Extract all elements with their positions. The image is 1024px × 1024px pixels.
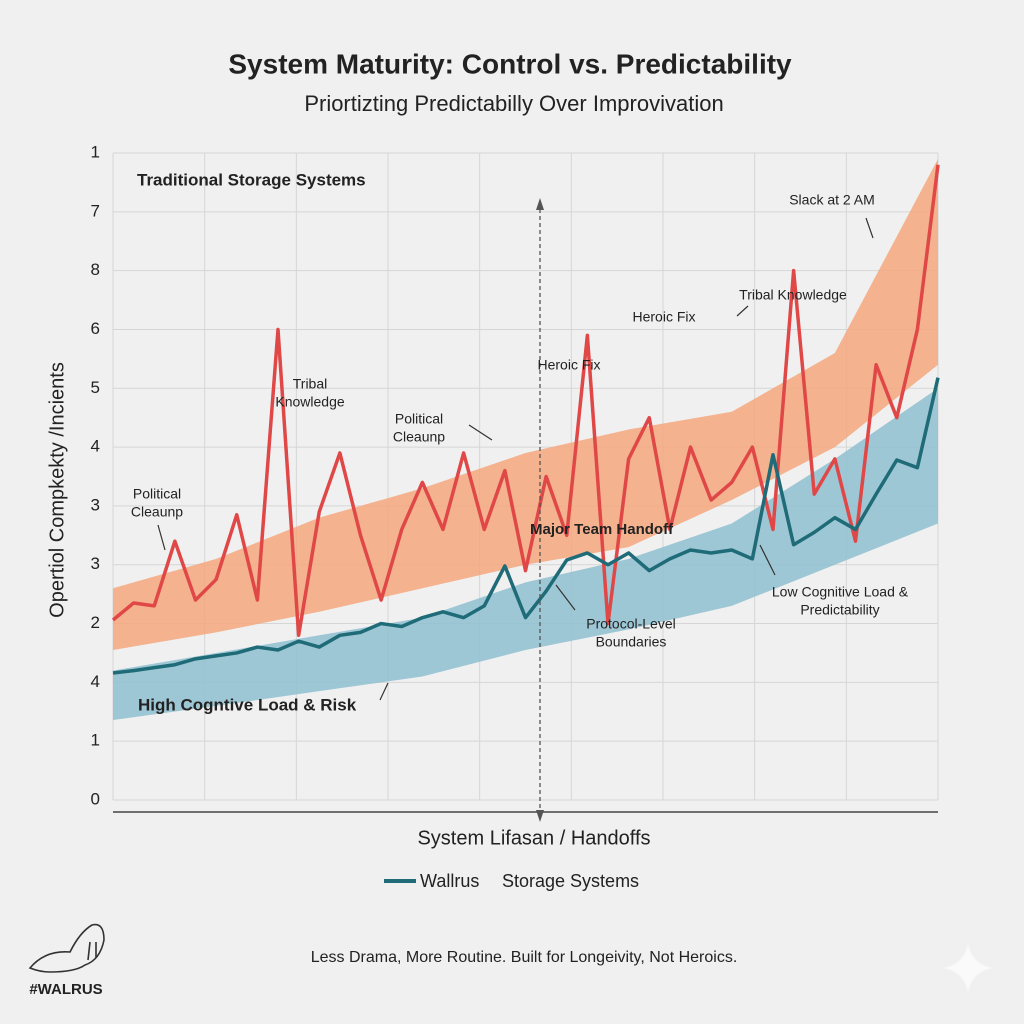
annotation: Heroic Fix xyxy=(632,309,695,325)
y-tick-label: 2 xyxy=(91,613,100,632)
annotation: Cleaunp xyxy=(131,504,183,520)
walrus-logo xyxy=(28,923,105,973)
y-tick-label: 7 xyxy=(91,201,100,220)
annotation: Cleaunp xyxy=(393,429,445,445)
annotation-leader xyxy=(736,305,749,317)
annotation: Low Cognitive Load & xyxy=(772,584,909,600)
annotation: Traditional Storage Systems xyxy=(137,170,366,189)
annotation: Slack at 2 AM xyxy=(789,192,875,208)
y-tick-label: 1 xyxy=(91,142,100,161)
y-tick-label: 1 xyxy=(91,731,100,750)
annotation: Boundaries xyxy=(596,634,667,650)
annotation: Knowledge xyxy=(275,394,344,410)
band xyxy=(113,388,938,721)
chart-title: System Maturity: Control vs. Predictabil… xyxy=(228,48,792,79)
annotation: High Cogntive Load & Risk xyxy=(138,695,357,714)
x-axis-label: System Lifasan / Handoffs xyxy=(417,827,650,849)
plot xyxy=(111,158,940,721)
legend-label: Storage Systems xyxy=(502,871,639,891)
brand-label: #WALRUS xyxy=(29,981,102,998)
band xyxy=(113,158,938,651)
y-tick-label: 0 xyxy=(91,789,100,808)
legend-label: Wallrus xyxy=(420,871,479,891)
y-axis-label: Opertiol Compkekty /Incients xyxy=(46,362,68,618)
y-tick-label: 3 xyxy=(91,554,100,573)
annotation-leader xyxy=(865,217,874,239)
annotation: Political xyxy=(133,486,181,502)
y-tick-label: 6 xyxy=(91,319,100,338)
annotation: Tribal Knowledge xyxy=(739,287,847,303)
series-line xyxy=(112,377,940,675)
y-tick-label: 4 xyxy=(91,672,100,691)
series-line xyxy=(111,164,940,638)
annotation: Political xyxy=(395,411,443,427)
annotation-leader xyxy=(468,424,493,441)
y-tick-label: 4 xyxy=(91,437,100,456)
annotation: Tribal xyxy=(293,376,328,392)
annotation: Protocol-Level xyxy=(586,616,676,632)
annotation: Predictability xyxy=(800,602,879,618)
sparkle-icon xyxy=(944,944,992,992)
annotation: Major Team Handoff xyxy=(530,521,674,538)
y-tick-label: 5 xyxy=(91,378,100,397)
chart-subtitle: Priortizting Predictabilly Over Improviv… xyxy=(304,91,723,116)
annotation: Heroic Fix xyxy=(537,357,600,373)
y-tick-label: 8 xyxy=(91,260,100,279)
footer-text: Less Drama, More Routine. Built for Long… xyxy=(311,949,738,966)
y-tick-label: 3 xyxy=(91,495,100,514)
annotation-leader xyxy=(555,584,576,611)
annotation-leader xyxy=(379,682,389,701)
annotation-leader xyxy=(157,524,166,551)
annotation-leader xyxy=(759,544,776,576)
